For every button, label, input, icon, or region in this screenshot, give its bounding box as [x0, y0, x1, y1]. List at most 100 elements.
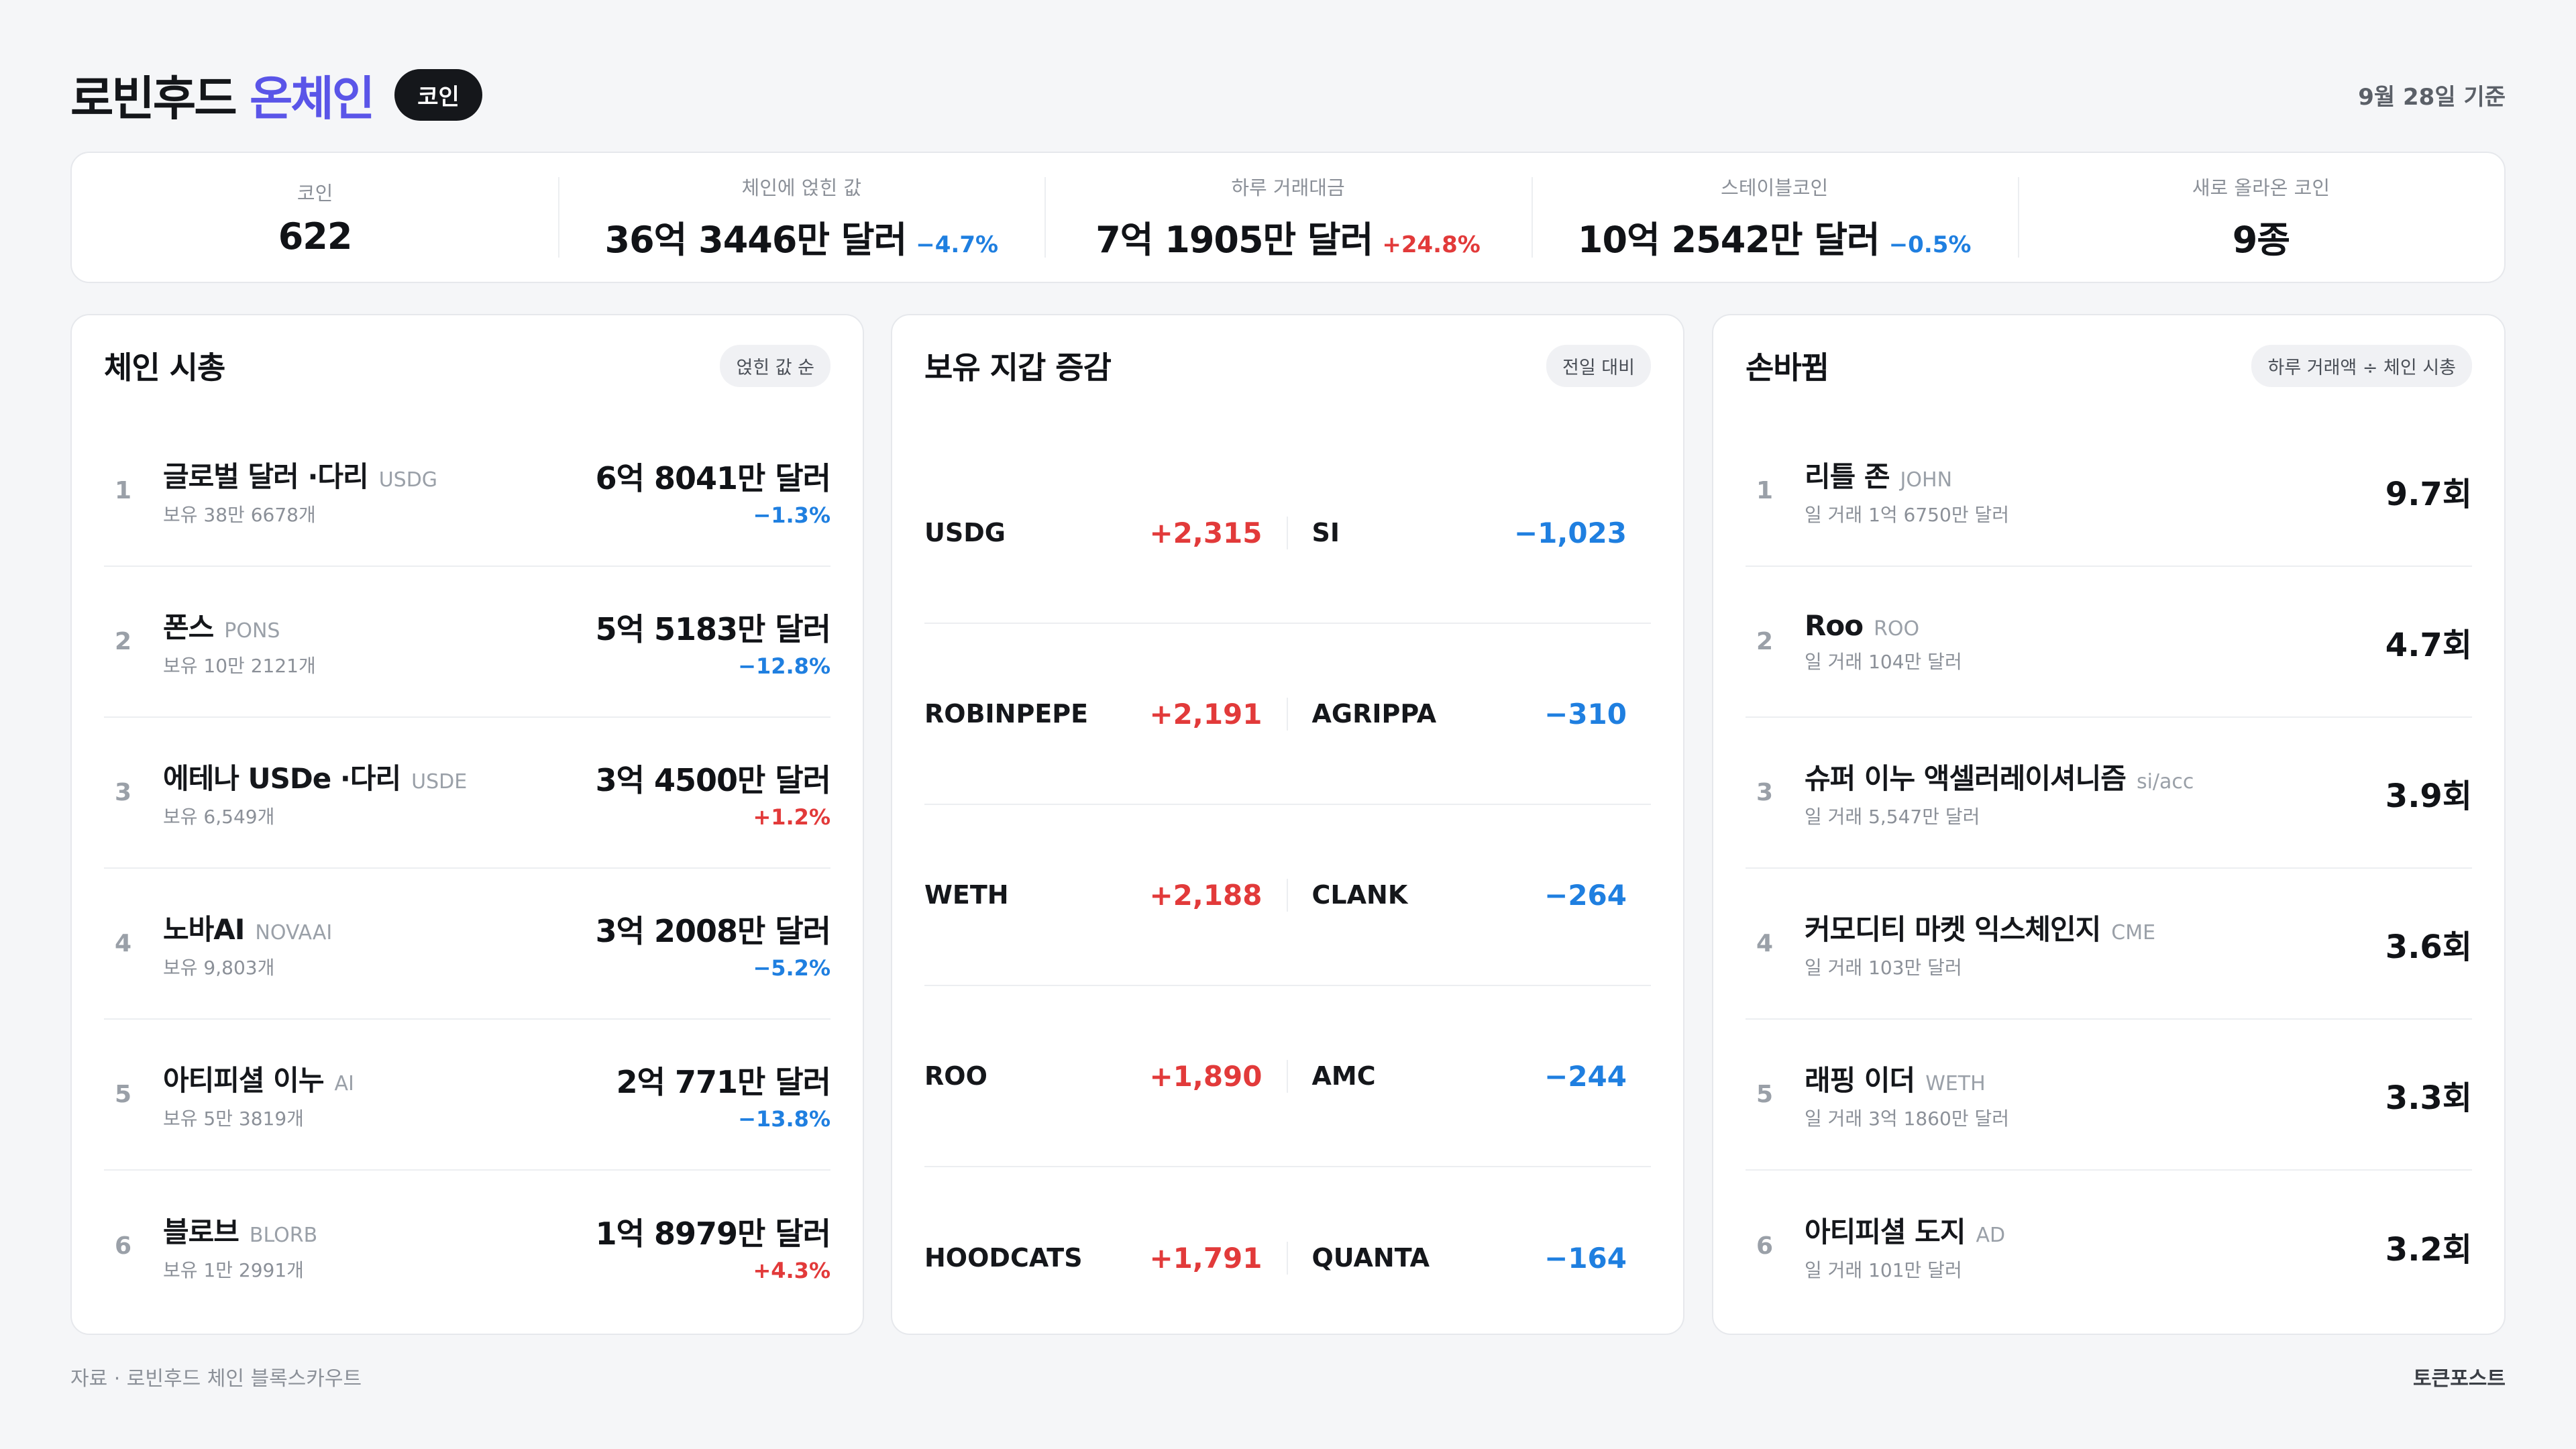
coin-name: 래핑 이더	[1805, 1064, 1915, 1097]
wallet-loss[interactable]: QUANTA −164	[1288, 1242, 1652, 1275]
coin-name-row: 아티피셜 이누 AI	[163, 1058, 616, 1099]
list-item[interactable]: 2 폰스 PONS 보유 10만 2121개 5억 5183만 달러 −12.8%	[104, 567, 831, 718]
coin-info: 블로브 BLORB 보유 1만 2991개	[163, 1210, 596, 1283]
coin-info: 아티피셜 이누 AI 보유 5만 3819개	[163, 1058, 616, 1131]
turnover-value: 4.7회	[2385, 626, 2472, 664]
value-block: 6억 8041만 달러 −1.3%	[596, 454, 831, 528]
wallet-loss[interactable]: CLANK −264	[1288, 879, 1652, 912]
list-item[interactable]: 3 에테나 USDe ·다리 USDE 보유 6,549개 3억 4500만 달러 +1.…	[104, 718, 831, 869]
list-item[interactable]: 6 아티피셜 도지 AD 일 거래 101만 달러 3.2회	[1746, 1171, 2472, 1322]
coin-info: 노바AI NOVAAI 보유 9,803개	[163, 907, 596, 980]
list-item[interactable]: 3 슈퍼 이누 액셀러레이셔니즘 si/acc 일 거래 5,547만 달러 3.9회	[1746, 718, 2472, 869]
coin-info: 폰스 PONS 보유 10만 2121개	[163, 605, 596, 678]
market-value: 3억 4500만 달러	[595, 761, 831, 798]
stat-label: 새로 올라온 코인	[2192, 176, 2330, 199]
stat-value: 36억 3446만 달러	[604, 218, 908, 261]
list-item[interactable]: 5 아티피셜 이누 AI 보유 5만 3819개 2억 771만 달러 −13.8%	[104, 1020, 831, 1171]
wallet-gain[interactable]: ROBINPEPE +2,191	[924, 697, 1288, 731]
coin-name: 아티피셜 이누	[163, 1064, 324, 1097]
wallet-loss[interactable]: AGRIPPA −310	[1288, 698, 1652, 731]
loss-ticker: SI	[1311, 518, 1340, 547]
coin-name: Roo	[1805, 609, 1864, 642]
rank-number: 2	[1756, 628, 1774, 655]
coin-name: 블로브	[163, 1216, 239, 1248]
market-value: 2억 771만 달러	[616, 1063, 831, 1100]
coin-name-row: 글로벌 달러 ·다리 USDG	[163, 454, 596, 495]
rank-number: 4	[115, 930, 132, 957]
wallet-row: USDG +2,315 SI −1,023	[924, 443, 1651, 624]
coin-name-row: 리틀 존 JOHN	[1805, 454, 2385, 495]
list-item[interactable]: 2 Roo ROO 일 거래 104만 달러 4.7회	[1746, 567, 2472, 718]
wallet-gain[interactable]: USDG +2,315	[924, 516, 1288, 549]
coin-name: 노바AI	[163, 913, 245, 946]
wallet-gain[interactable]: ROO +1,890	[924, 1059, 1288, 1093]
loss-ticker: AGRIPPA	[1311, 699, 1437, 729]
list-item[interactable]: 5 래핑 이더 WETH 일 거래 3억 1860만 달러 3.3회	[1746, 1020, 2472, 1171]
stat-value: 10억 2542만 달러	[1577, 218, 1880, 261]
brand-name[interactable]: 토큰포스트	[2413, 1367, 2506, 1391]
rank-number: 6	[1756, 1232, 1774, 1260]
rank-number: 3	[1756, 779, 1774, 806]
list-item[interactable]: 4 커모디티 마켓 익스체인지 CME 일 거래 103만 달러 3.6회	[1746, 869, 2472, 1020]
category-badge[interactable]: 코인	[394, 68, 482, 121]
coin-name-row: 에테나 USDe ·다리 USDE	[163, 756, 596, 797]
turnover-value: 3.9회	[2385, 777, 2472, 815]
wallet-gain[interactable]: HOODCATS +1,791	[924, 1241, 1288, 1275]
wallet-gain[interactable]: WETH +2,188	[924, 878, 1288, 912]
holding-count: 보유 5만 3819개	[163, 1108, 304, 1130]
coin-ticker: USDG	[378, 468, 438, 492]
turnover-value: 3.3회	[2385, 1079, 2472, 1117]
coin-name-row: 커모디티 마켓 익스체인지 CME	[1805, 907, 2385, 948]
daily-volume: 일 거래 1억 6750만 달러	[1805, 504, 2009, 526]
gain-value: +2,315	[1149, 516, 1263, 549]
panel-title: 보유 지갑 증감	[924, 350, 1112, 386]
loss-ticker: QUANTA	[1311, 1243, 1430, 1273]
loss-value: −1,023	[1513, 516, 1627, 549]
value-change: −13.8%	[738, 1106, 830, 1132]
stat-value-row: 7억 1905만 달러 +24.8%	[1095, 210, 1481, 263]
holding-count: 보유 9,803개	[163, 957, 275, 979]
coin-name: 에테나 USDe ·다리	[163, 762, 401, 795]
coin-name-row: 래핑 이더 WETH	[1805, 1058, 2385, 1099]
value-block: 5억 5183만 달러 −12.8%	[595, 605, 831, 679]
title-group: 로빈후드 온체인 코인	[70, 61, 482, 129]
rank-number: 5	[115, 1081, 132, 1108]
sort-chip[interactable]: 얹힌 값 순	[720, 344, 830, 387]
list-item[interactable]: 6 블로브 BLORB 보유 1만 2991개 1억 8979만 달러 +4.3%	[104, 1171, 831, 1322]
market-value: 3억 2008만 달러	[595, 912, 831, 949]
list-item[interactable]: 1 글로벌 달러 ·다리 USDG 보유 38만 6678개 6억 8041만 달러 −1…	[104, 416, 831, 567]
panel-header: 체인 시총 얹힌 값 순	[104, 342, 830, 389]
rank-number: 4	[1756, 930, 1774, 957]
formula-chip[interactable]: 하루 거래액 ÷ 체인 시총	[2251, 344, 2472, 387]
wallet-loss[interactable]: SI −1,023	[1288, 517, 1652, 549]
stat-value: 9종	[2232, 218, 2290, 261]
loss-ticker: AMC	[1311, 1061, 1376, 1091]
value-change: −12.8%	[738, 653, 830, 679]
daily-volume: 일 거래 104만 달러	[1805, 651, 1962, 673]
market-cap-list: 1 글로벌 달러 ·다리 USDG 보유 38만 6678개 6억 8041만 달러 −1…	[104, 416, 831, 1322]
loss-value: −310	[1544, 697, 1627, 731]
value-change: −1.3%	[753, 502, 830, 528]
turnover-value: 9.7회	[2385, 475, 2472, 513]
market-value: 5억 5183만 달러	[595, 610, 831, 647]
title-accent: 온체인	[249, 70, 375, 126]
stat-value-row: 36억 3446만 달러 −4.7%	[605, 210, 999, 263]
value-block: 1억 8979만 달러 +4.3%	[596, 1210, 831, 1283]
holding-count: 보유 38만 6678개	[163, 504, 316, 526]
coin-name: 커모디티 마켓 익스체인지	[1805, 913, 2101, 946]
panel-header: 손바뀜 하루 거래액 ÷ 체인 시총	[1746, 342, 2472, 389]
comparison-chip[interactable]: 전일 대비	[1546, 344, 1651, 387]
turnover-list: 1 리틀 존 JOHN 일 거래 1억 6750만 달러 9.7회 2 Roo ROO 일 거래…	[1746, 416, 2472, 1322]
value-block: 2억 771만 달러 −13.8%	[616, 1058, 831, 1132]
coin-ticker: AI	[334, 1072, 354, 1095]
rank-number: 5	[1756, 1081, 1774, 1108]
wallet-loss[interactable]: AMC −244	[1288, 1060, 1652, 1093]
stat-value-row: 9종	[2233, 210, 2290, 263]
coin-info: 글로벌 달러 ·다리 USDG 보유 38만 6678개	[163, 454, 596, 527]
list-item[interactable]: 1 리틀 존 JOHN 일 거래 1억 6750만 달러 9.7회	[1746, 416, 2472, 567]
coin-name: 슈퍼 이누 액셀러레이셔니즘	[1805, 762, 2127, 795]
page-header: 로빈후드 온체인 코인 9월 28일 기준	[70, 58, 2506, 131]
coin-name: 아티피셜 도지	[1805, 1216, 1966, 1248]
list-item[interactable]: 4 노바AI NOVAAI 보유 9,803개 3억 2008만 달러 −5.2%	[104, 869, 831, 1020]
loss-ticker: CLANK	[1311, 880, 1408, 910]
